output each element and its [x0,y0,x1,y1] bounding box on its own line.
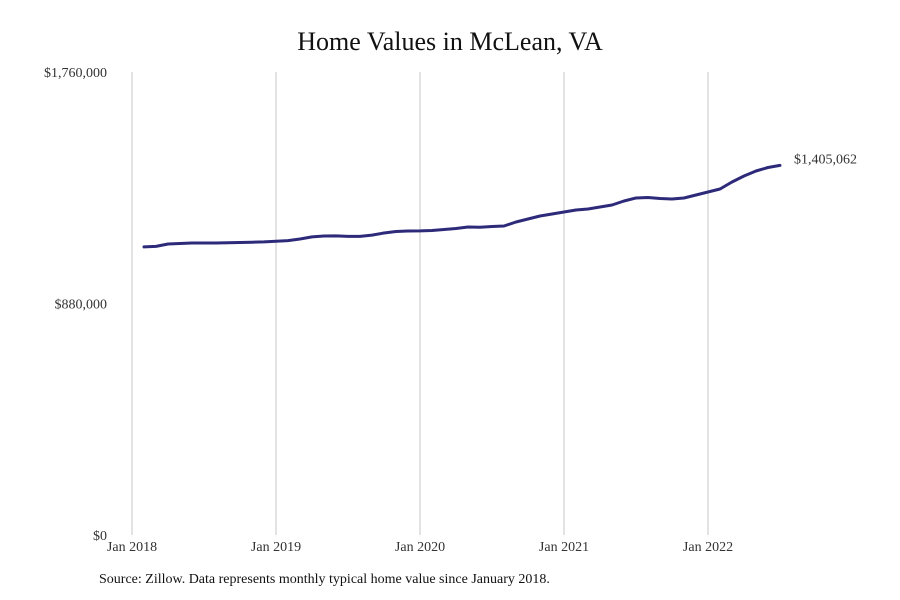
x-tick-label: Jan 2022 [683,540,733,555]
x-tick-label: Jan 2020 [395,540,445,555]
x-tick-label: Jan 2018 [107,540,157,555]
x-tick-label: Jan 2021 [539,540,589,555]
y-axis-ticks: $0 $880,000 $1,760,000 [44,66,107,544]
source-note: Source: Zillow. Data represents monthly … [99,572,550,587]
x-axis-ticks: Jan 2018 Jan 2019 Jan 2020 Jan 2021 Jan 2022 [107,540,733,555]
x-tick-label: Jan 2019 [251,540,301,555]
y-tick-label: $0 [93,529,107,544]
gridlines [131,72,709,535]
series-line [142,163,782,249]
chart-title: Home Values in McLean, VA [297,27,603,56]
y-tick-label: $1,760,000 [44,66,107,81]
end-value-label: $1,405,062 [794,152,857,167]
y-tick-label: $880,000 [55,298,108,313]
